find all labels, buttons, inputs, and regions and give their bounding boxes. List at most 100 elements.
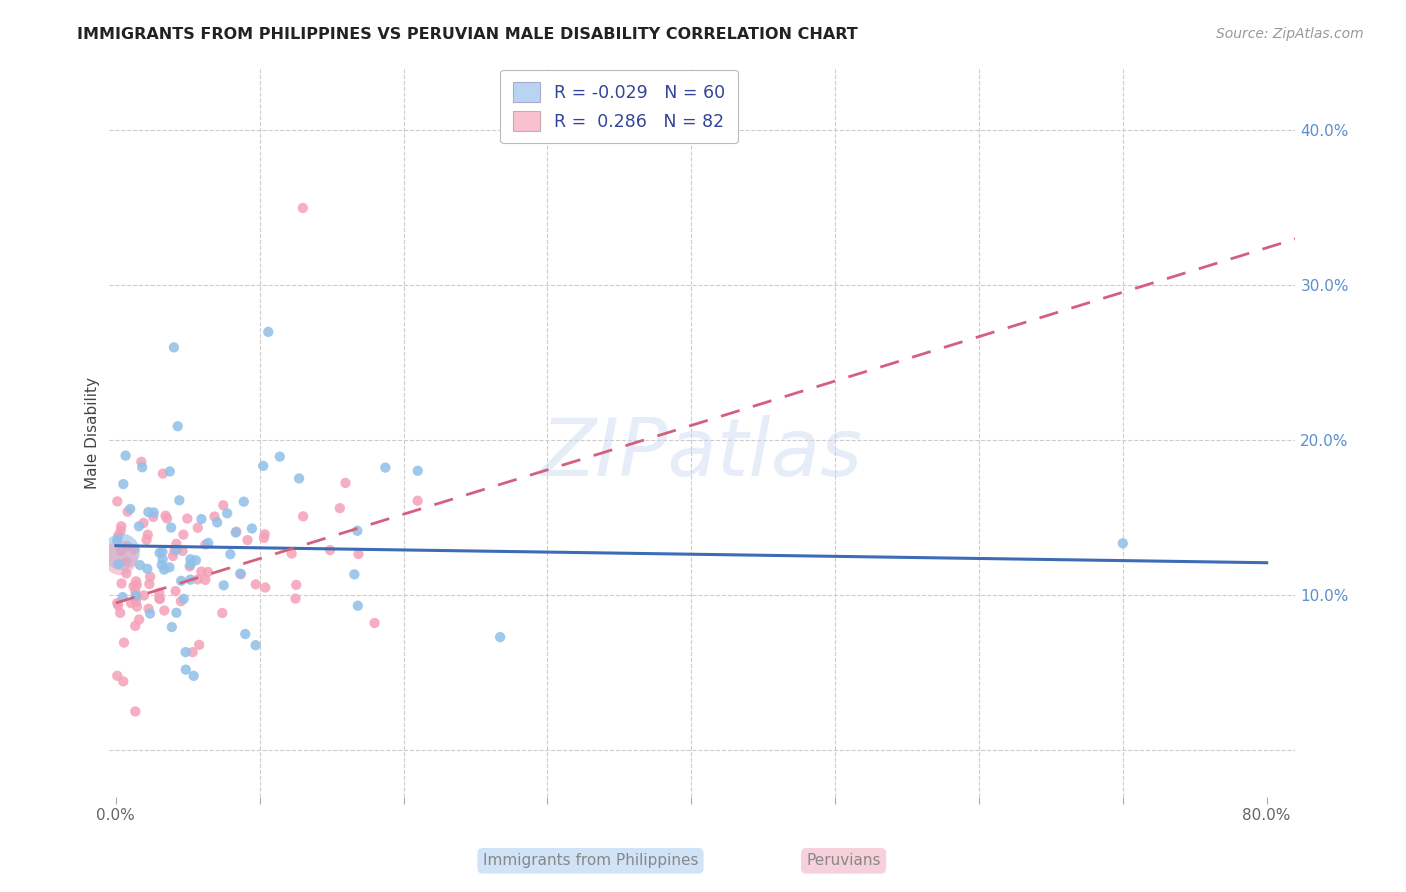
Point — [148, 586, 170, 600]
Point — [138, 577, 160, 591]
Point — [142, 510, 165, 524]
Point — [194, 573, 217, 587]
Point — [124, 619, 146, 633]
Point — [240, 521, 263, 535]
Point — [173, 591, 195, 606]
Point — [148, 591, 170, 606]
Point — [204, 509, 226, 524]
Point — [374, 460, 396, 475]
Point — [142, 506, 165, 520]
Point — [335, 475, 357, 490]
Point — [166, 542, 188, 557]
Text: IMMIGRANTS FROM PHILIPPINES VS PERUVIAN MALE DISABILITY CORRELATION CHART: IMMIGRANTS FROM PHILIPPINES VS PERUVIAN … — [77, 27, 858, 42]
Point — [110, 544, 132, 558]
Point — [152, 552, 174, 566]
Point — [346, 524, 368, 538]
Point — [105, 494, 128, 508]
Point — [174, 663, 197, 677]
Text: ZIPatlas: ZIPatlas — [541, 416, 863, 493]
Point — [194, 538, 217, 552]
Point — [152, 467, 174, 481]
Point — [225, 525, 247, 540]
Point — [110, 524, 132, 538]
Text: Peruvians: Peruvians — [807, 854, 880, 868]
Point — [165, 584, 187, 599]
Point — [197, 536, 219, 550]
Point — [125, 594, 148, 608]
Point — [172, 544, 194, 558]
Point — [125, 590, 148, 604]
Point — [155, 508, 177, 523]
Point — [212, 578, 235, 592]
Point — [179, 552, 201, 566]
Point — [269, 450, 291, 464]
Point — [159, 560, 181, 574]
Point — [225, 524, 247, 539]
Point — [257, 325, 280, 339]
Point — [160, 520, 183, 534]
Point — [347, 599, 370, 613]
Point — [284, 591, 307, 606]
Point — [120, 502, 142, 516]
Point — [166, 419, 188, 434]
Point — [280, 547, 302, 561]
Point — [232, 494, 254, 508]
Point — [319, 543, 342, 558]
Point — [288, 471, 311, 485]
Point — [129, 558, 152, 572]
Point — [131, 455, 153, 469]
Point — [125, 574, 148, 589]
Point — [179, 559, 201, 574]
Point — [138, 601, 160, 615]
Point — [406, 464, 429, 478]
Point — [190, 565, 212, 579]
Point — [236, 533, 259, 548]
Point — [329, 501, 352, 516]
Point — [163, 544, 186, 558]
Point — [179, 573, 201, 587]
Point — [285, 578, 308, 592]
Point — [174, 645, 197, 659]
Point — [205, 516, 228, 530]
Point — [111, 590, 134, 604]
Point — [124, 542, 146, 557]
Point — [105, 533, 128, 548]
Point — [159, 465, 181, 479]
Point — [219, 547, 242, 561]
Point — [149, 592, 172, 607]
Legend: R = -0.029   N = 60, R =  0.286   N = 82: R = -0.029 N = 60, R = 0.286 N = 82 — [501, 70, 738, 143]
Point — [110, 545, 132, 559]
Point — [187, 521, 209, 535]
Point — [132, 516, 155, 530]
Point — [131, 460, 153, 475]
Point — [112, 635, 135, 649]
Point — [108, 551, 131, 566]
Point — [127, 599, 149, 614]
Point — [139, 607, 162, 621]
Point — [107, 528, 129, 542]
Point — [211, 606, 233, 620]
Point — [152, 545, 174, 559]
Point — [125, 589, 148, 603]
Y-axis label: Male Disability: Male Disability — [86, 376, 100, 489]
Point — [347, 547, 370, 561]
Point — [120, 596, 142, 610]
Point — [1112, 536, 1135, 550]
Point — [114, 449, 136, 463]
Point — [245, 638, 267, 652]
Point — [165, 606, 187, 620]
Point — [105, 669, 128, 683]
Point — [184, 553, 207, 567]
Point — [153, 563, 176, 577]
Point — [107, 599, 129, 613]
Point — [163, 340, 186, 354]
Point — [156, 511, 179, 525]
Point — [253, 531, 276, 545]
Point — [112, 477, 135, 491]
Point — [176, 511, 198, 525]
Point — [112, 674, 135, 689]
Point — [197, 565, 219, 579]
Point — [229, 567, 252, 582]
Point — [180, 558, 202, 572]
Point — [165, 537, 187, 551]
